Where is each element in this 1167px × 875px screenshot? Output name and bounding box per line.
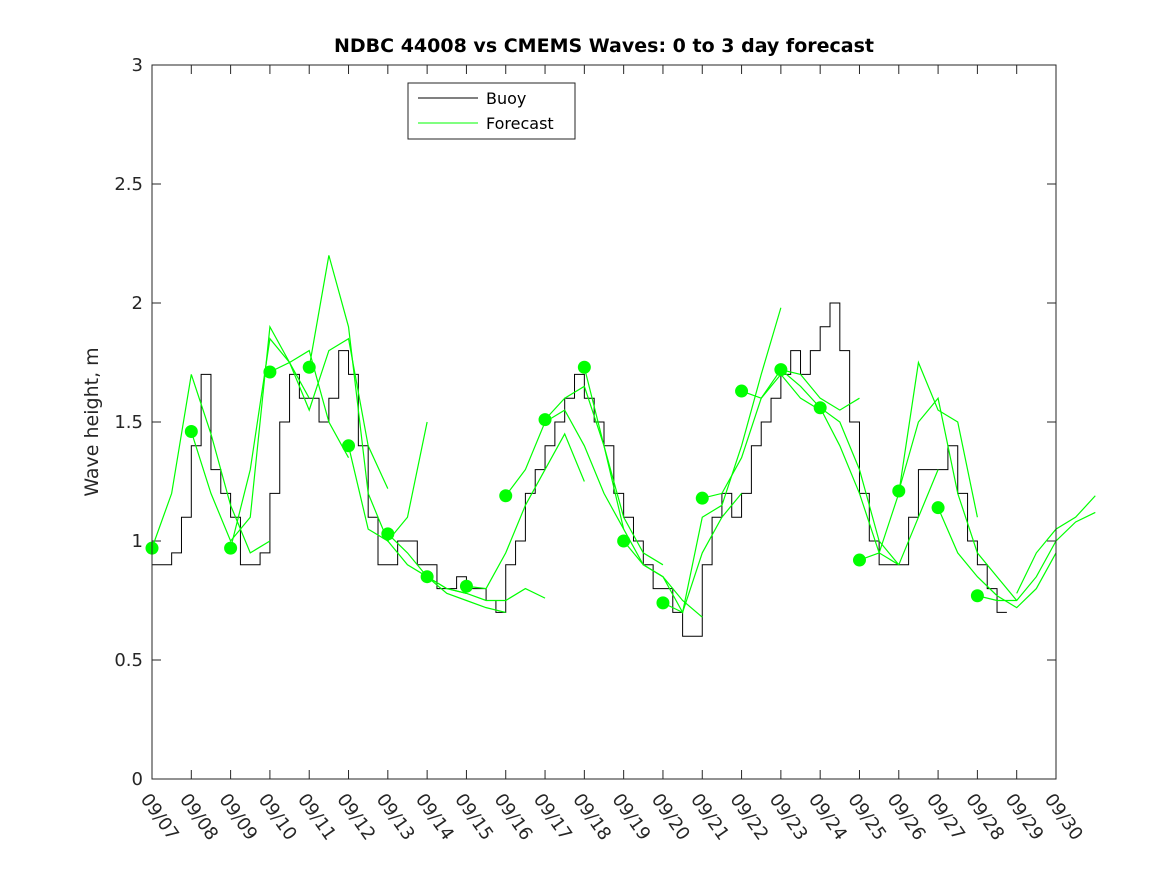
- x-tick-label: 09/28: [961, 790, 1008, 845]
- forecast-marker: [774, 363, 788, 377]
- x-tick-label: 09/17: [529, 790, 576, 845]
- forecast-marker: [970, 589, 984, 603]
- forecast-run-line: [387, 533, 506, 613]
- x-tick-label: 09/08: [175, 790, 222, 845]
- x-tick-label: 09/15: [450, 790, 497, 845]
- chart-title: NDBC 44008 vs CMEMS Waves: 0 to 3 day fo…: [334, 35, 874, 57]
- forecast-run-line: [859, 360, 978, 561]
- x-tick-label: 09/14: [411, 790, 458, 845]
- x-tick-label: 09/26: [883, 790, 930, 845]
- y-tick-label: 2: [132, 293, 143, 314]
- forecast-marker: [302, 360, 316, 374]
- x-tick-label: 09/21: [686, 790, 733, 845]
- forecast-run-line: [269, 337, 389, 489]
- x-tick-label: 09/25: [843, 790, 890, 845]
- forecast-run-line: [308, 255, 428, 543]
- y-tick-label: 1.5: [114, 412, 143, 433]
- forecast-run-line: [937, 507, 1057, 609]
- plot-frame: [151, 64, 1057, 780]
- forecast-marker: [735, 384, 749, 398]
- forecast-marker: [381, 527, 395, 541]
- forecast-run-line: [466, 432, 585, 590]
- y-tick-label: 1: [132, 531, 143, 552]
- forecast-marker: [852, 553, 866, 567]
- forecast-marker: [263, 365, 277, 379]
- forecast-marker: [420, 570, 434, 584]
- x-tick-label: 09/24: [804, 790, 851, 845]
- forecast-marker: [538, 413, 552, 427]
- y-axis-label: Wave height, m: [81, 347, 103, 496]
- x-tick-label: 09/19: [608, 790, 655, 845]
- x-tick-label: 09/10: [254, 790, 301, 845]
- forecast-marker: [499, 489, 513, 503]
- forecast-run-line: [977, 511, 1096, 602]
- y-tick-label: 3: [132, 55, 143, 76]
- forecast-marker: [813, 401, 827, 415]
- forecast-marker: [695, 491, 709, 505]
- forecast-run-line: [505, 409, 625, 530]
- y-tick-label: 0.5: [114, 650, 143, 671]
- forecast-run-line: [898, 396, 1018, 601]
- forecast-marker: [656, 596, 670, 610]
- y-tick-label: 2.5: [114, 174, 143, 195]
- forecast-marker: [577, 360, 591, 374]
- y-tick-label: 0: [132, 769, 143, 790]
- x-tick-label: 09/16: [490, 790, 537, 845]
- forecast-marker: [184, 425, 198, 439]
- x-tick-label: 09/18: [568, 790, 615, 845]
- forecast-run-line: [780, 369, 900, 566]
- forecast-run-line: [662, 307, 782, 614]
- plot-area: 00.511.522.5309/0709/0809/0909/1009/1109…: [114, 55, 1096, 845]
- forecast-run-line: [151, 374, 271, 554]
- x-tick-label: 09/13: [372, 790, 419, 845]
- forecast-marker: [617, 534, 631, 548]
- forecast-marker: [459, 579, 473, 593]
- forecast-run-line: [741, 368, 860, 411]
- legend: Buoy Forecast: [407, 82, 576, 140]
- x-tick-label: 09/11: [293, 790, 340, 845]
- legend-forecast-label: Forecast: [486, 114, 554, 133]
- forecast-marker: [224, 541, 238, 555]
- x-tick-label: 09/23: [765, 790, 812, 845]
- x-tick-label: 09/12: [332, 790, 379, 845]
- forecast-marker: [931, 501, 945, 515]
- x-tick-label: 09/29: [1001, 790, 1048, 845]
- x-tick-label: 09/27: [922, 790, 969, 845]
- forecast-marker: [342, 439, 356, 453]
- legend-buoy-label: Buoy: [486, 89, 526, 108]
- x-tick-label: 09/22: [725, 790, 772, 845]
- x-tick-label: 09/30: [1040, 790, 1087, 845]
- x-tick-label: 09/07: [136, 790, 183, 845]
- x-tick-label: 09/09: [215, 790, 262, 845]
- forecast-run-line: [426, 576, 546, 602]
- x-tick-label: 09/20: [647, 790, 694, 845]
- forecast-marker: [892, 484, 906, 498]
